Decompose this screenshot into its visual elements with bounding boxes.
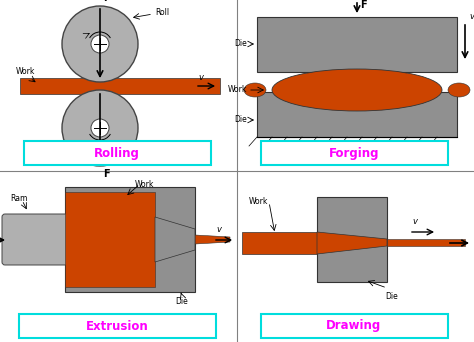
Text: v: v: [412, 217, 417, 226]
Polygon shape: [195, 235, 230, 244]
Text: v: v: [216, 225, 221, 234]
Text: Work: Work: [228, 86, 247, 94]
Circle shape: [62, 6, 138, 82]
Text: Work: Work: [249, 197, 268, 206]
FancyBboxPatch shape: [2, 214, 70, 265]
Text: v: v: [198, 73, 203, 82]
Bar: [65, 192, 155, 287]
Bar: [387, 239, 465, 246]
Polygon shape: [242, 232, 317, 254]
Bar: [65, 187, 195, 292]
Text: Die: Die: [385, 292, 398, 301]
FancyBboxPatch shape: [261, 141, 448, 165]
Text: Work: Work: [135, 180, 155, 189]
Text: Die: Die: [234, 116, 247, 124]
FancyBboxPatch shape: [24, 141, 211, 165]
Text: F: F: [103, 169, 109, 179]
Bar: [257, 17, 457, 72]
Text: Roll: Roll: [155, 154, 169, 163]
Text: Drawing: Drawing: [327, 319, 382, 332]
Text: Work: Work: [16, 67, 36, 76]
FancyBboxPatch shape: [19, 314, 216, 338]
Text: Rolling: Rolling: [94, 146, 140, 159]
FancyBboxPatch shape: [261, 314, 448, 338]
Circle shape: [62, 90, 138, 166]
Bar: [317, 197, 387, 282]
Text: Die: Die: [175, 297, 188, 306]
Text: F: F: [473, 231, 474, 241]
Polygon shape: [155, 217, 195, 262]
Bar: [20, 78, 220, 94]
Bar: [257, 92, 457, 137]
Text: F: F: [103, 0, 109, 3]
Text: Ram: Ram: [10, 194, 27, 203]
Ellipse shape: [448, 83, 470, 97]
Text: Roll: Roll: [155, 8, 169, 17]
Ellipse shape: [272, 69, 442, 111]
Text: Extrusion: Extrusion: [86, 319, 148, 332]
Circle shape: [91, 119, 109, 137]
Ellipse shape: [244, 83, 266, 97]
Circle shape: [91, 35, 109, 53]
Text: Forging: Forging: [329, 146, 379, 159]
Polygon shape: [317, 232, 387, 254]
Text: F: F: [360, 0, 366, 10]
Text: v: v: [469, 12, 474, 21]
Text: Die: Die: [234, 39, 247, 49]
